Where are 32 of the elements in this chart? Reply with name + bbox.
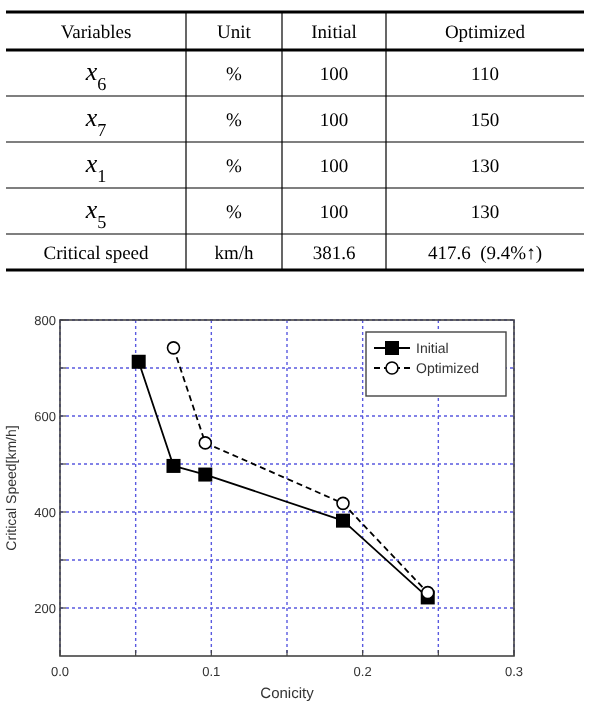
point <box>198 436 213 450</box>
text: 417.6 (9.4%↑) <box>428 245 542 265</box>
text: % <box>226 66 242 86</box>
text: 110 <box>471 66 499 86</box>
text: 100 <box>319 204 349 224</box>
text: 100 <box>319 66 349 86</box>
text: % <box>226 112 242 132</box>
category-label: Initial <box>311 24 358 44</box>
category-label: Unit <box>217 24 252 44</box>
text: 150 <box>470 112 500 132</box>
point <box>166 458 181 473</box>
category-label: x$_{5}$ <box>85 194 107 232</box>
point <box>166 341 181 355</box>
text: 381.6 <box>312 245 356 265</box>
category-label: x$_{1}$ <box>85 148 107 186</box>
text: % <box>226 204 242 224</box>
text: km/h <box>214 245 254 265</box>
text: 130 <box>470 204 500 224</box>
point <box>336 496 350 511</box>
category-label: x$_{6}$ <box>85 56 107 94</box>
point <box>420 585 435 600</box>
text: 100 <box>319 158 349 178</box>
point <box>131 354 146 369</box>
point <box>198 467 213 482</box>
text: 100 <box>319 112 349 132</box>
point <box>335 513 350 528</box>
category-label: Optimized <box>444 24 526 44</box>
text: % <box>226 158 242 178</box>
category-label: Variables <box>60 24 132 44</box>
category-label: Critical speed <box>43 245 149 265</box>
category-label: x$_{7}$ <box>85 102 107 140</box>
text: 130 <box>470 158 500 178</box>
